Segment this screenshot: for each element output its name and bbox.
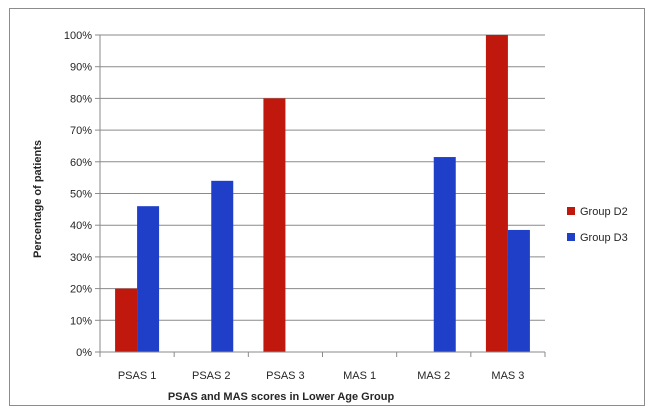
bar-group-d2 [263,98,286,353]
x-tick-label: MAS 3 [491,370,524,382]
gridlines [100,34,545,321]
x-tick-label: PSAS 1 [118,370,157,382]
bar-group-d3 [507,229,530,352]
x-tick-label: MAS 1 [343,370,376,382]
y-tick-label: 40% [70,220,92,232]
y-tick-label: 30% [70,252,92,264]
bar-group-d3 [137,206,160,352]
bar-group-d2 [115,288,138,352]
x-tick-label: MAS 2 [417,370,450,382]
legend-swatch [567,207,575,215]
y-tick-label: 90% [70,62,92,74]
y-tick-label: 70% [70,125,92,137]
x-tick-label: PSAS 3 [266,370,305,382]
bar-group-d3 [433,157,456,352]
x-axis-title: PSAS and MAS scores in Lower Age Group [168,391,395,403]
y-tick-label: 60% [70,157,92,169]
y-axis-title: Percentage of patients [32,140,44,258]
bar-group-d3 [211,180,234,352]
bar-chart: 0% 10% 20% 30% 40% 50% 60% 70% 80% 90% 100% PSAS 1 P… [32,30,628,403]
chart-frame: 0% 10% 20% 30% 40% 50% 60% 70% 80% 90% 100% PSAS 1 P… [9,8,645,406]
y-tick-label: 10% [70,315,92,327]
y-tick-label: 100% [64,30,92,42]
bar-group-d2 [485,35,508,352]
legend-swatch [567,233,575,241]
legend: Group D2 Group D3 [567,206,628,244]
y-tick-label: 50% [70,189,92,201]
bars [115,35,530,353]
y-tick-label: 80% [70,93,92,105]
legend-label: Group D2 [580,206,628,218]
axes: 0% 10% 20% 30% 40% 50% 60% 70% 80% 90% 100% PSAS 1 P… [64,30,546,382]
legend-label: Group D3 [580,232,628,244]
y-tick-label: 0% [76,347,92,359]
x-tick-label: PSAS 2 [192,370,231,382]
y-tick-label: 20% [70,284,92,296]
